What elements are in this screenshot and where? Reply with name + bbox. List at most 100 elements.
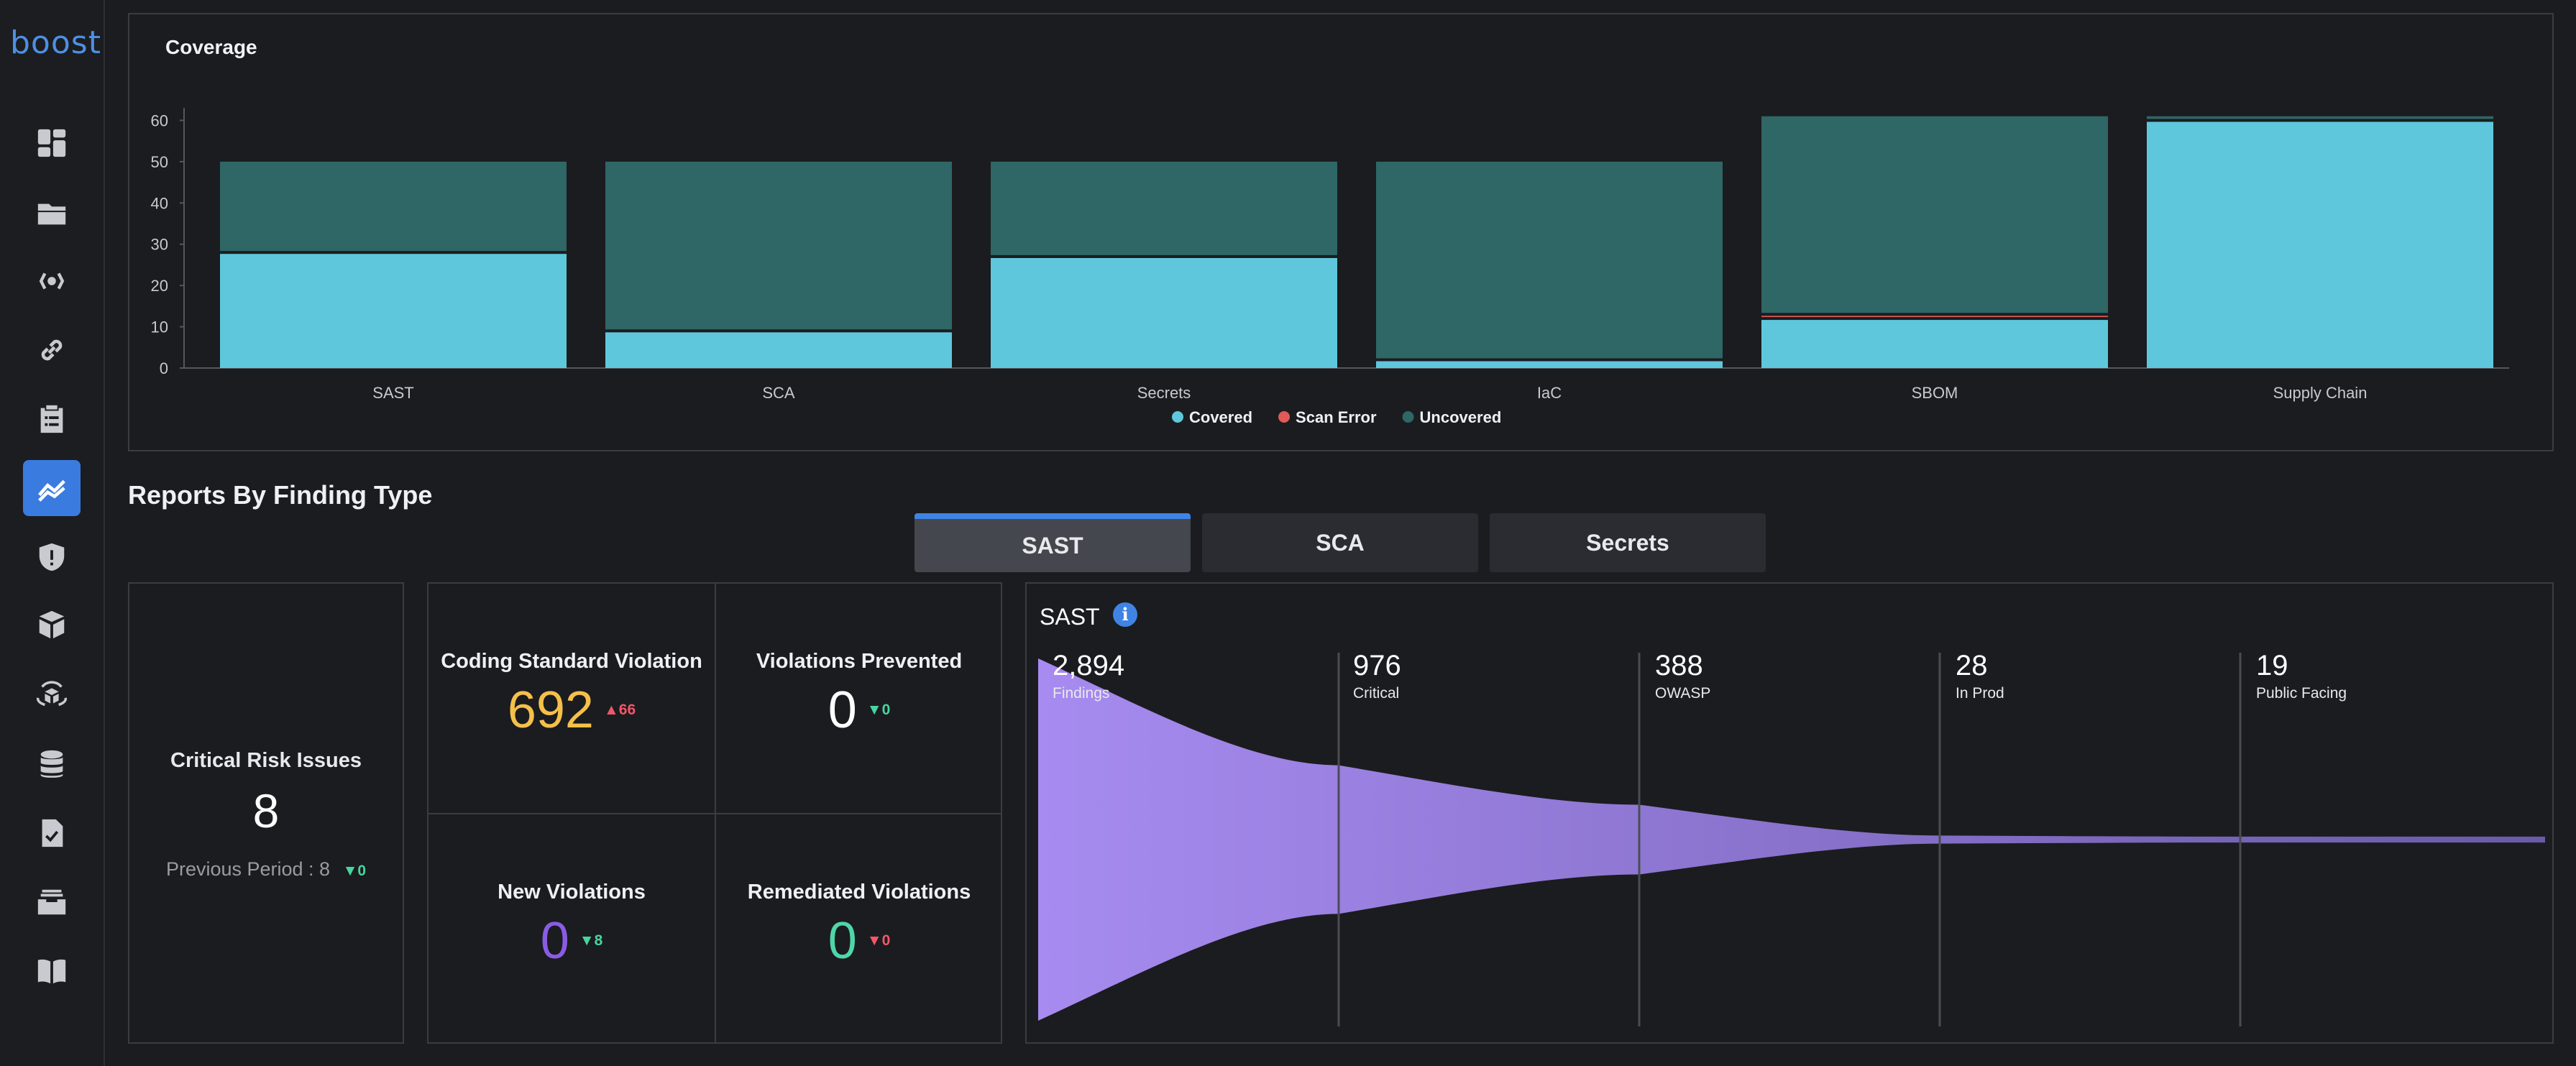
coverage-title: Coverage bbox=[165, 36, 257, 58]
y-tick-label: 20 bbox=[151, 277, 168, 295]
funnel-stage-label: In Prod bbox=[1956, 685, 2004, 702]
funnel-stage-value: 2,894 bbox=[1053, 650, 1125, 681]
x-tick-label: Secrets bbox=[1137, 384, 1191, 402]
sidebar-item-integrations[interactable] bbox=[23, 253, 81, 309]
metric-value: 692 bbox=[507, 681, 594, 739]
funnel-stage-label: OWASP bbox=[1655, 685, 1711, 702]
broadcast-icon bbox=[39, 272, 65, 290]
info-icon[interactable]: i bbox=[1113, 602, 1137, 627]
sidebar-item-dashboard[interactable] bbox=[23, 115, 81, 171]
funnel-stage-value: 388 bbox=[1655, 650, 1703, 681]
sidebar-item-tasks[interactable] bbox=[23, 391, 81, 447]
sast-funnel-panel: SAST i 2,894 Findings 976 Critical 388 O… bbox=[1025, 582, 2554, 1044]
app-logo[interactable]: boost bbox=[10, 24, 101, 61]
link-icon bbox=[41, 339, 63, 361]
sidebar-item-assets[interactable] bbox=[23, 667, 81, 723]
sidebar-item-data[interactable] bbox=[23, 736, 81, 792]
metric-delta-value: 0 bbox=[881, 702, 891, 718]
funnel-shape bbox=[1038, 658, 2545, 1021]
bar-separator bbox=[2147, 119, 2493, 122]
tab-secrets[interactable]: Secrets bbox=[1490, 513, 1766, 572]
funnel-stage-in-prod[interactable]: 28 In Prod bbox=[1956, 650, 2004, 702]
bar-uncovered bbox=[1376, 161, 1723, 360]
metric-label: Coding Standard Violation bbox=[441, 650, 702, 673]
sidebar-item-docs[interactable] bbox=[23, 943, 81, 999]
metric-value: 0 bbox=[540, 912, 569, 970]
metric-delta: ▲66 bbox=[604, 702, 636, 719]
grid-divider-horizontal bbox=[428, 813, 1001, 814]
funnel-stage-owasp[interactable]: 388 OWASP bbox=[1655, 650, 1710, 702]
funnel-stage-public-facing[interactable]: 19 Public Facing bbox=[2256, 650, 2347, 702]
bar-uncovered bbox=[991, 161, 1337, 257]
metric-value: 0 bbox=[828, 681, 857, 739]
tab-sast[interactable]: SAST bbox=[915, 513, 1191, 572]
funnel-stage-critical[interactable]: 976 Critical bbox=[1353, 650, 1401, 702]
critical-risk-label: Critical Risk Issues bbox=[170, 749, 362, 772]
x-tick-label: IaC bbox=[1537, 384, 1562, 402]
metric-coding-standard-violation[interactable]: Coding Standard Violation 692 ▲66 bbox=[428, 584, 715, 813]
critical-risk-value: 8 bbox=[252, 784, 280, 837]
previous-period-label: Previous Period : 8 bbox=[165, 858, 331, 880]
funnel-stage-value: 28 bbox=[1956, 650, 1988, 681]
funnel-stage-label: Findings bbox=[1053, 685, 1110, 702]
sidebar-item-insights[interactable] bbox=[23, 460, 81, 516]
bar-uncovered bbox=[2147, 116, 2493, 121]
funnel-stage-value: 976 bbox=[1353, 650, 1401, 681]
metric-delta: ▼8 bbox=[579, 932, 602, 950]
y-tick-label: 30 bbox=[151, 236, 168, 254]
metric-new-violations[interactable]: New Violations 0 ▼8 bbox=[428, 814, 715, 1044]
bar-separator bbox=[1376, 358, 1723, 362]
reports-section-title: Reports By Finding Type bbox=[128, 480, 433, 510]
bar-separator bbox=[1761, 317, 2108, 321]
x-tick-label: SCA bbox=[762, 384, 795, 402]
triangle-down-icon: ▼ bbox=[342, 863, 358, 879]
bar-covered bbox=[220, 252, 567, 368]
y-tick-label: 10 bbox=[151, 318, 168, 336]
tab-sca[interactable]: SCA bbox=[1202, 513, 1478, 572]
sidebar-item-compliance[interactable] bbox=[23, 805, 81, 861]
document-check-icon bbox=[42, 819, 63, 847]
sidebar-item-inbox[interactable] bbox=[23, 874, 81, 930]
critical-risk-card[interactable]: Critical Risk Issues 8 Previous Period :… bbox=[128, 582, 404, 1044]
triangle-down-icon: ▼ bbox=[866, 702, 882, 718]
bar-separator bbox=[605, 329, 952, 333]
bar-covered bbox=[1761, 318, 2108, 368]
x-tick-label: SAST bbox=[372, 384, 413, 402]
x-tick-label: Supply Chain bbox=[2273, 384, 2368, 402]
package-icon bbox=[39, 610, 65, 639]
metric-label: Violations Prevented bbox=[756, 650, 963, 673]
funnel-chart bbox=[1038, 653, 2545, 1026]
bar-covered bbox=[1376, 359, 1723, 368]
y-tick-label: 0 bbox=[160, 359, 168, 377]
bar-covered bbox=[2147, 120, 2493, 368]
sidebar-item-links[interactable] bbox=[23, 322, 81, 378]
previous-period-delta-value: 0 bbox=[357, 863, 367, 879]
book-icon bbox=[37, 959, 66, 984]
database-icon bbox=[40, 750, 63, 778]
sidebar: boost bbox=[0, 0, 105, 1066]
bar-covered bbox=[605, 331, 952, 368]
previous-period: Previous Period : 8 ▼0 bbox=[129, 858, 403, 881]
sidebar-item-packages[interactable] bbox=[23, 597, 81, 653]
sidebar-item-security[interactable] bbox=[23, 529, 81, 585]
bar-uncovered bbox=[220, 161, 567, 253]
metric-violations-prevented[interactable]: Violations Prevented 0 ▼0 bbox=[716, 584, 1002, 813]
triangle-up-icon: ▲ bbox=[603, 702, 619, 718]
metric-delta-value: 66 bbox=[618, 702, 636, 718]
sidebar-item-projects[interactable] bbox=[23, 185, 81, 242]
x-tick-label: SBOM bbox=[1912, 384, 1958, 402]
metric-delta-value: 8 bbox=[594, 932, 603, 949]
archive-tray-icon bbox=[37, 889, 66, 915]
legend-label: Covered bbox=[1189, 408, 1252, 426]
metric-delta: ▼0 bbox=[867, 932, 890, 950]
coverage-panel: Coverage 0 10 20 30 40 50 60 SAST SCA Secrets IaC S… bbox=[128, 13, 2554, 451]
insights-chart-icon bbox=[38, 479, 65, 502]
metric-remediated-violations[interactable]: Remediated Violations 0 ▼0 bbox=[716, 814, 1002, 1044]
clipboard-icon bbox=[40, 405, 63, 433]
metric-label: New Violations bbox=[498, 881, 646, 904]
metric-label: Remediated Violations bbox=[747, 881, 971, 904]
funnel-stage-findings[interactable]: 2,894 Findings bbox=[1053, 650, 1124, 702]
bar-separator bbox=[1761, 313, 2108, 316]
bar-uncovered bbox=[605, 161, 952, 331]
bar-covered bbox=[991, 256, 1337, 368]
